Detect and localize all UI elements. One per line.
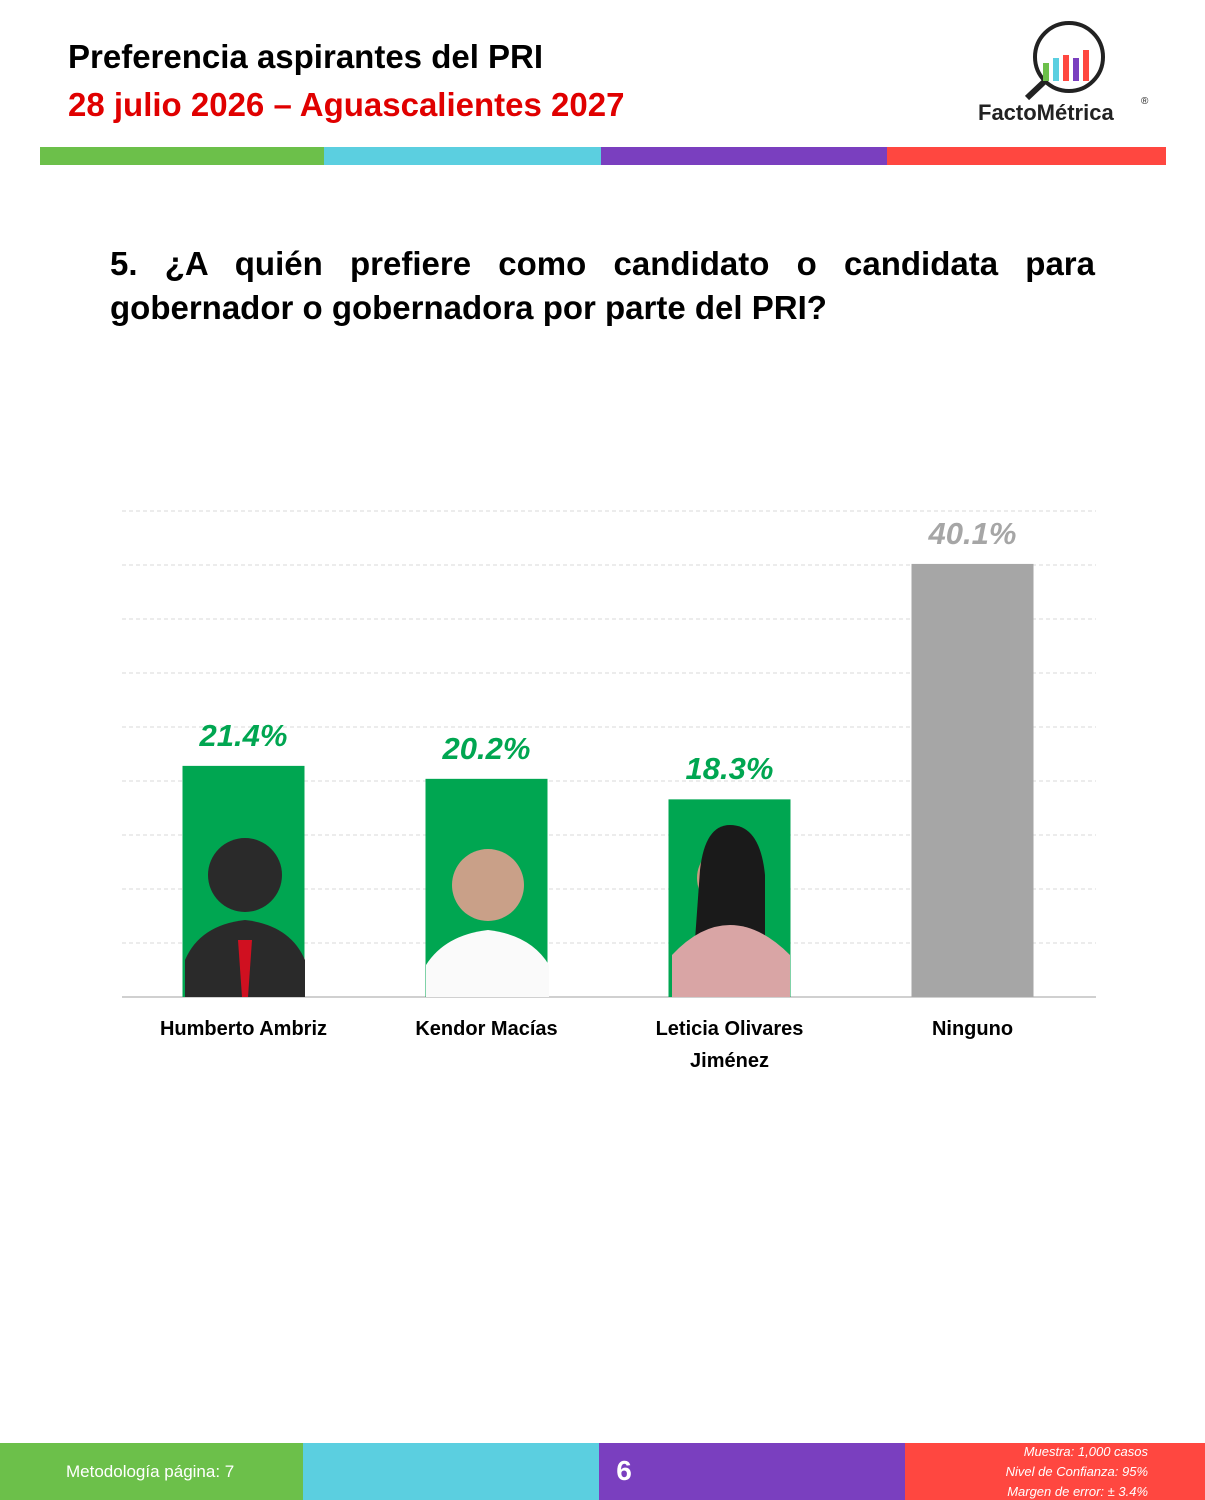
value-label: 21.4% [199, 717, 288, 753]
logo-mark: ® [1141, 96, 1149, 107]
note: Muestra: 1,000 casos [1023, 1444, 1148, 1459]
logo-name: FactoMétrica [978, 100, 1114, 125]
note: Margen de error: ± 3.4% [1007, 1484, 1148, 1499]
footer-bar [0, 1443, 1205, 1500]
top-stripe [40, 147, 1166, 165]
value-label: 20.2% [442, 730, 531, 766]
page-number: 6 [616, 1455, 632, 1486]
chart [122, 510, 1096, 998]
note: Nivel de Confianza: 95% [1005, 1464, 1148, 1479]
methodology: Metodología página: 7 [66, 1462, 235, 1481]
question: 5. ¿A quién prefiere como candidato o ca… [110, 245, 1095, 326]
bar [911, 563, 1034, 997]
subtitle: 28 julio 2026 – Aguascalientes 2027 [68, 86, 625, 123]
x-tick-label: Kendor Macías [415, 1018, 558, 1040]
photos [185, 825, 790, 997]
x-tick-label: Leticia Olivares Jiménez [655, 1018, 804, 1072]
logo-icon [1024, 21, 1105, 101]
title: Preferencia aspirantes del PRI [68, 38, 544, 75]
value-label: 40.1% [928, 515, 1017, 551]
x-tick-label: Ninguno [931, 1018, 1014, 1040]
x-tick-label: Humberto Ambriz [159, 1018, 328, 1040]
value-label: 18.3% [685, 751, 774, 787]
